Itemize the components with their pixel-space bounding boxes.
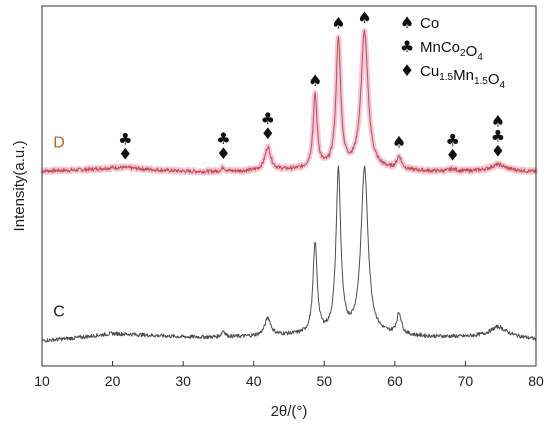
x-tick-label-50: 50 [316, 373, 332, 389]
phase-marker-7-1: ♦ [446, 146, 460, 165]
x-tick-label-40: 40 [246, 373, 262, 389]
plot-frame [41, 5, 537, 367]
series-c-line [41, 165, 537, 343]
legend-symbol-0: ♠ [400, 13, 414, 32]
legend-label-1: MnCo2O4 [420, 39, 483, 63]
phase-marker-0-1: ♦ [118, 145, 132, 164]
phase-marker-1-0: ♣ [216, 129, 230, 148]
phase-marker-2-0: ♣ [261, 109, 275, 128]
series-label-d: D [53, 135, 65, 152]
phase-marker-8-0: ♠ [491, 112, 505, 131]
legend-label-2: Cu1.5Mn1.5O4 [420, 63, 506, 91]
phase-marker-8-1: ♣ [491, 127, 505, 146]
phase-marker-0-0: ♣ [118, 130, 132, 149]
x-tick-label-20: 20 [105, 373, 121, 389]
phase-marker-6-0: ♠ [392, 133, 406, 152]
x-tick-label-30: 30 [175, 373, 191, 389]
series-label-c: C [53, 303, 65, 320]
x-tick-label-10: 10 [34, 373, 50, 389]
legend-symbol-1: ♣ [400, 37, 414, 56]
plot-area: DC♣♦♣♦♣♦♠♠ ♠♠ ♣♦♠♣♦ [39, 8, 539, 343]
x-axis-title: 2θ/(°) [271, 403, 308, 420]
y-axis-title: Intensity(a.u.) [11, 141, 28, 232]
phase-marker-5-0: ♠ [357, 8, 371, 27]
phase-marker-8-2: ♦ [491, 142, 505, 161]
phase-marker-1-1: ♦ [216, 144, 230, 163]
legend-symbol-2: ♦ [400, 61, 414, 80]
x-tick-label-70: 70 [458, 373, 474, 389]
x-axis: 10 20 30 40 50 60 70 80 [34, 361, 544, 389]
x-tick-label-60: 60 [387, 373, 403, 389]
legend: ♠ Co ♣ MnCo2O4 ♦ Cu1.5Mn1.5O4 [400, 13, 506, 91]
series-d-line [41, 30, 537, 174]
phase-marker-4-0: ♠ [331, 14, 345, 33]
phase-marker-2-1: ♦ [261, 124, 275, 143]
phase-marker-7-0: ♣ [446, 131, 460, 150]
legend-label-0: Co [420, 15, 439, 32]
phase-marker-3-0: ♠ [308, 71, 322, 90]
x-tick-label-80: 80 [528, 373, 544, 389]
